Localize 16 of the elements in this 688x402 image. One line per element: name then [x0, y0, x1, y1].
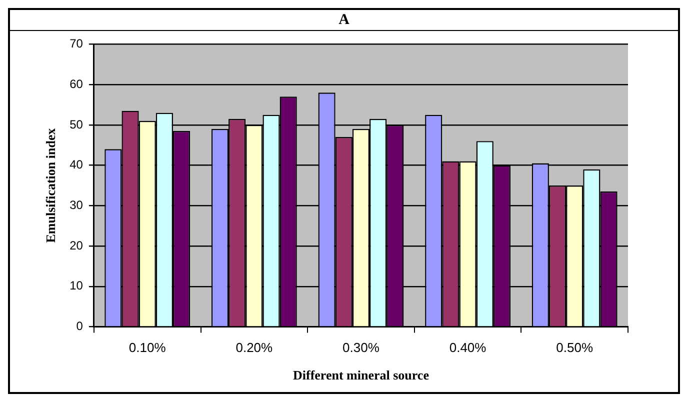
chart-title: A — [10, 10, 678, 31]
y-tick-label: 60 — [70, 76, 84, 91]
x-axis-title: Different mineral source — [292, 368, 430, 383]
x-tick-label: 0.20% — [236, 340, 274, 356]
y-tick-label: 30 — [70, 198, 84, 212]
x-tick-label: 0.10% — [128, 340, 166, 356]
y-axis-title: Emulsification index — [43, 128, 58, 243]
y-tick-label: 20 — [70, 238, 84, 252]
y-tick-label: 0 — [76, 319, 84, 334]
y-tick-label: 50 — [70, 117, 84, 132]
y-tick-label: 10 — [70, 278, 84, 293]
x-tick-label: 0.30% — [342, 340, 380, 356]
y-tick-label: 40 — [70, 158, 84, 172]
x-tick-label: 0.50% — [556, 340, 594, 356]
y-tick-label: 70 — [70, 36, 84, 51]
x-tick-label: 0.40% — [449, 340, 487, 356]
